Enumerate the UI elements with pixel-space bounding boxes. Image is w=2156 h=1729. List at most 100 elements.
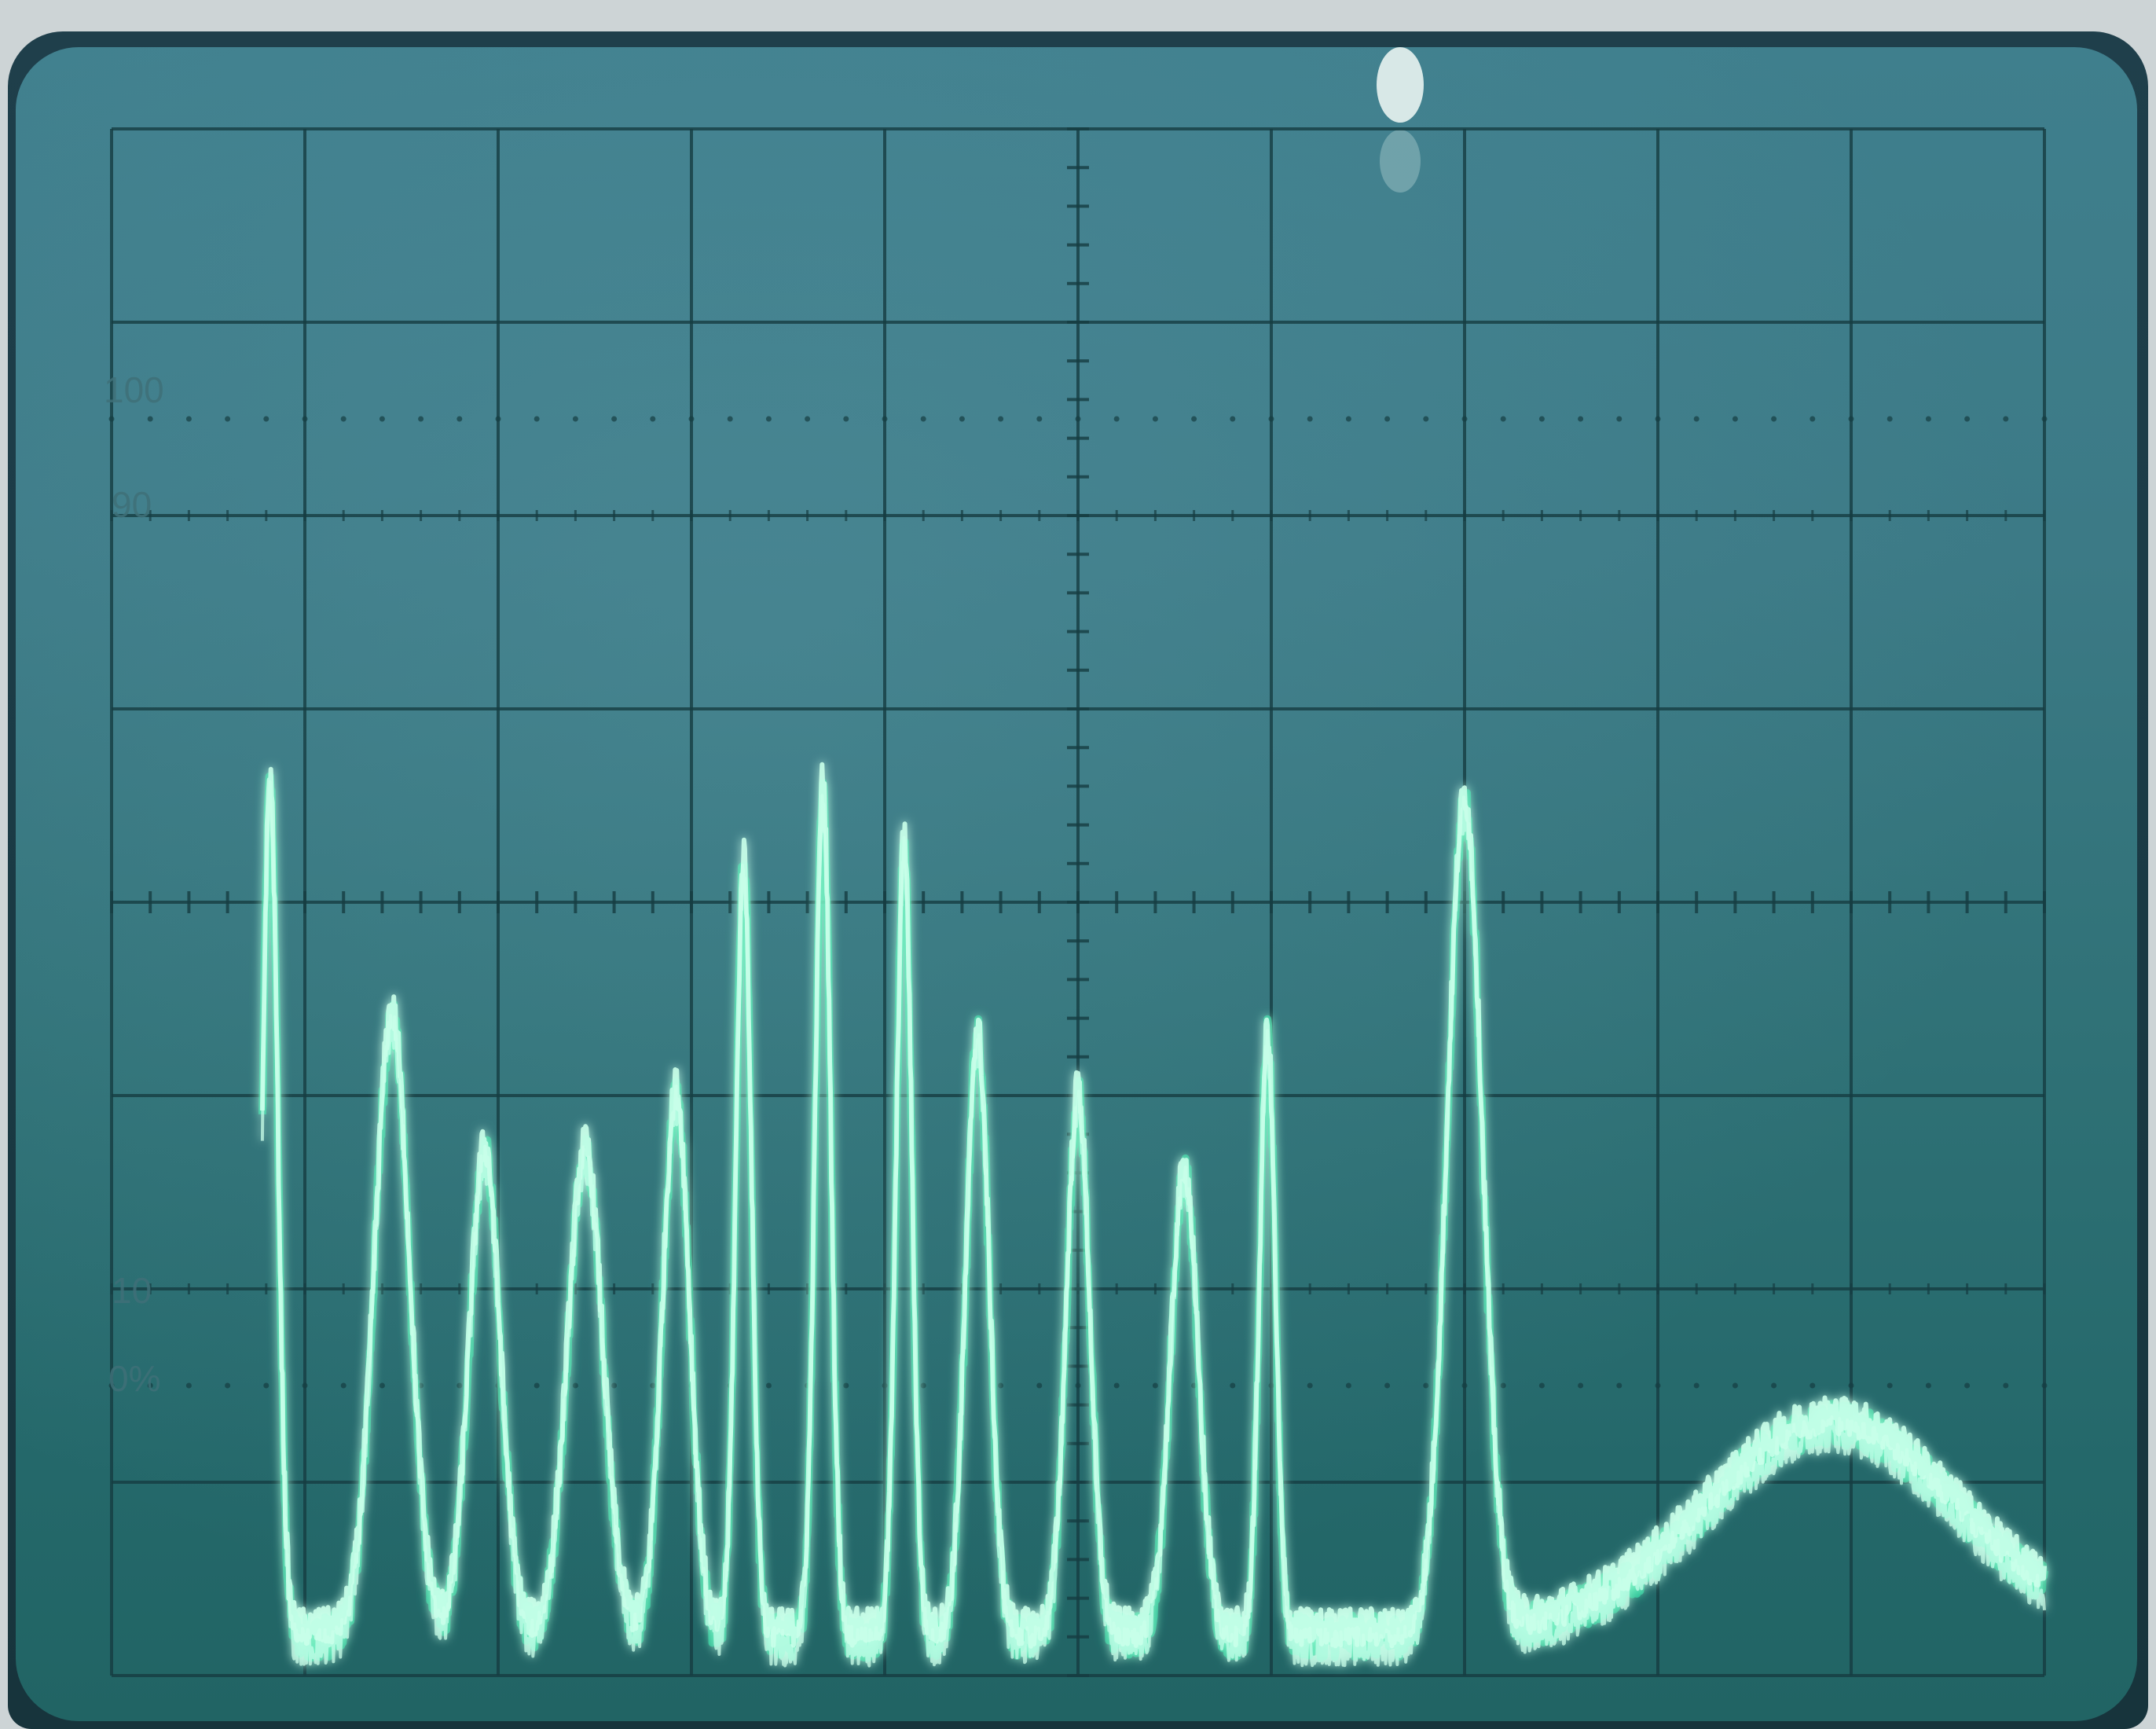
ref-dot [1693,1382,1700,1389]
ref-dot [1152,1382,1158,1389]
ref-dot [2041,1382,2048,1389]
ref-dot [1964,416,1971,422]
label-90: 90 [112,484,152,525]
ref-dot [572,1382,578,1389]
ref-dot [1268,416,1274,422]
ref-dot [765,416,772,422]
ref-dot [2041,416,2048,422]
label-0-percent: 0% [108,1358,160,1399]
ref-dot [456,1382,463,1389]
ref-dot [1384,416,1391,422]
ref-dot [1771,1382,1777,1389]
ref-dot [1500,416,1506,422]
ref-dot [147,1382,153,1389]
ref-dot [1345,1382,1351,1389]
ref-dot [1693,416,1700,422]
label-10: 10 [112,1270,152,1311]
ref-dot [185,416,192,422]
ref-dot [1771,416,1777,422]
ref-dot [1345,416,1351,422]
ref-dot [1075,416,1081,422]
ref-dot [688,416,695,422]
ref-dot [572,416,578,422]
ref-dot [765,1382,772,1389]
light-reflection-dim [1380,130,1421,193]
ref-dot [1578,416,1584,422]
ref-dot [1423,416,1429,422]
ref-dot [882,1382,888,1389]
ref-dot [650,416,656,422]
ref-dot [534,1382,540,1389]
ref-dot [1810,416,1816,422]
ref-dot [1655,1382,1661,1389]
ref-dot [1423,1382,1429,1389]
ref-dot [1152,416,1158,422]
ref-dot [1655,416,1661,422]
ref-dot [379,416,385,422]
ref-dot [1578,1382,1584,1389]
ref-dot [418,416,424,422]
scope-graticule-and-trace: 100 90 10 0% [16,47,2137,1721]
light-reflection [1377,47,1424,123]
ref-dot [727,416,733,422]
ref-dot [1307,1382,1313,1389]
ref-dot [1230,416,1236,422]
ref-dot [1810,1382,1816,1389]
ref-dot [340,416,346,422]
ref-dot [1307,416,1313,422]
ref-dot [998,416,1004,422]
ref-dot [456,416,463,422]
ref-dot [108,416,115,422]
ref-dot [108,1382,115,1389]
ref-dot [998,1382,1004,1389]
ref-dot [1191,416,1197,422]
ref-dot [1036,1382,1043,1389]
ref-dot [1848,416,1854,422]
ref-dot [1925,1382,1931,1389]
ref-dot [263,416,270,422]
ref-dot [185,1382,192,1389]
ref-dot [1538,416,1545,422]
ref-dot [920,1382,926,1389]
ref-dot [611,416,618,422]
ref-dot [147,416,153,422]
ref-dot [650,1382,656,1389]
ref-dot [611,1382,618,1389]
ref-dot [1268,1382,1274,1389]
ref-dot [1036,416,1043,422]
ref-dot [2003,416,2009,422]
ref-dot [534,416,540,422]
ref-dot [1925,416,1931,422]
ref-dot [1461,1382,1468,1389]
ref-dot [1616,416,1622,422]
ref-dot [1075,1382,1081,1389]
ref-dot [882,416,888,422]
ref-dot [1616,1382,1622,1389]
ref-dot [1500,1382,1506,1389]
ref-dot [1461,416,1468,422]
ref-dot [1732,1382,1738,1389]
ref-dot [302,1382,308,1389]
ref-dot [920,416,926,422]
ref-dot [340,1382,346,1389]
ref-dot [1230,1382,1236,1389]
signal-trace [258,762,2048,1668]
label-100: 100 [104,369,164,410]
ref-dot [1848,1382,1854,1389]
ref-dot [225,416,231,422]
ref-dot [1886,416,1893,422]
ref-dot [1538,1382,1545,1389]
ref-dot [1886,1382,1893,1389]
ref-dot [2003,1382,2009,1389]
ref-dot [843,416,849,422]
ref-dot [263,1382,270,1389]
trace-line-secondary [260,780,2046,1668]
ref-dot [495,416,501,422]
ref-dot [1732,416,1738,422]
ref-dot [1384,1382,1391,1389]
ref-dot [225,1382,231,1389]
ref-dot [1113,1382,1120,1389]
ref-dot [302,416,308,422]
graticule-reference-dots [108,416,2048,1389]
